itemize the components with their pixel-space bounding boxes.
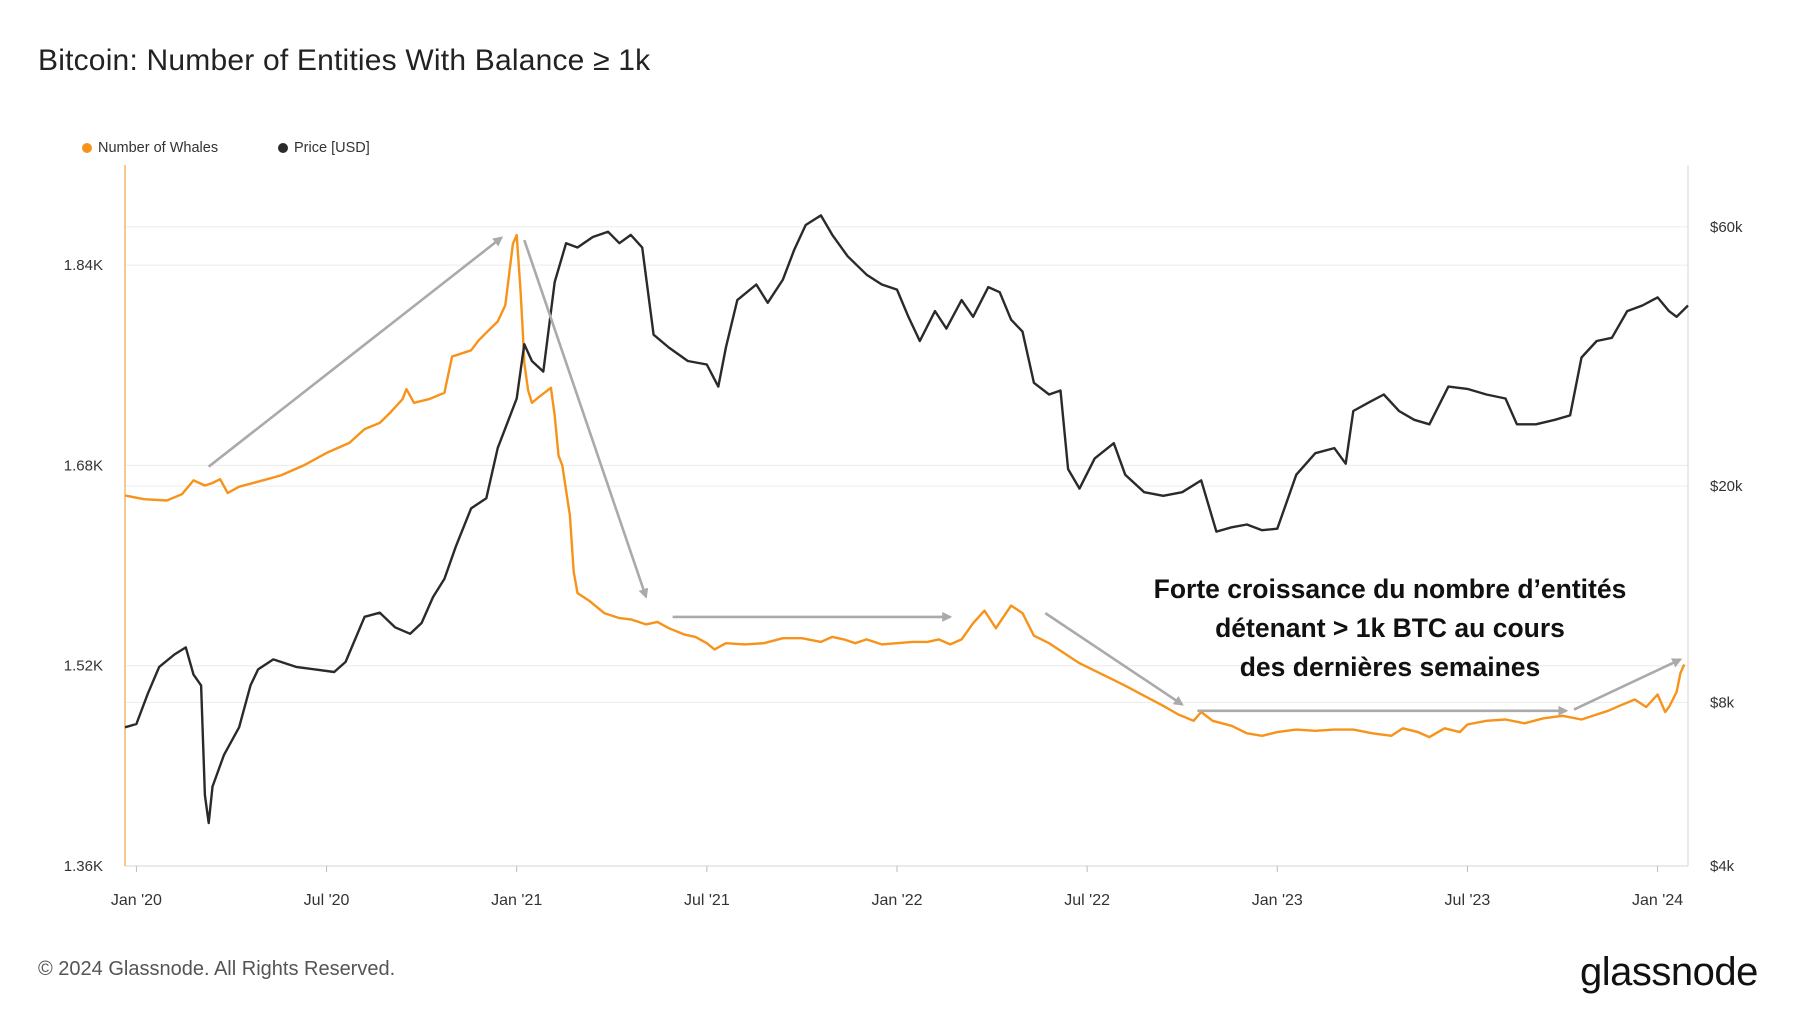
annotation-line-1: Forte croissance du nombre d’entités [1153,574,1627,604]
y-left-tick-label: 1.52K [64,658,103,675]
whales-series-line[interactable] [124,233,1686,739]
y-left-tick-label: 1.84K [64,257,103,274]
chart-title: Bitcoin: Number of Entities With Balance… [38,44,651,77]
legend-item-price[interactable]: Price [USD] [278,140,370,156]
annotation-text: Forte croissance du nombre d’entités dét… [1105,570,1675,687]
copyright-text: © 2024 Glassnode. All Rights Reserved. [38,958,396,980]
annotation-line-2: détenant > 1k BTC au cours [1215,613,1565,643]
x-tick-label: Jan '23 [1252,892,1303,909]
legend-whales-label: Number of Whales [98,140,219,156]
price-series-line[interactable] [124,214,1689,825]
y-right-tick-label: $60k [1710,219,1743,236]
trend-arrow-6 [1573,658,1683,711]
x-tick-label: Jan '21 [491,892,542,909]
legend-price-label: Price [USD] [294,140,370,156]
axes: 1.36K 1.52K 1.68K 1.84K $4k $8k $20k $60k Jan '2… [64,165,1743,909]
y-right-tick-label: $4k [1710,858,1735,875]
legend-whales-dot-icon [82,143,92,153]
trend-arrows [207,236,1683,716]
x-tick-label: Jan '20 [111,892,162,909]
grid-lines [125,226,1688,867]
x-tick-label: Jul '20 [304,892,350,909]
x-tick-label: Jul '23 [1445,892,1491,909]
x-tick-label: Jan '22 [871,892,922,909]
series-layer [124,214,1689,825]
legend-item-whales[interactable]: Number of Whales [82,140,218,156]
x-tick-label: Jul '21 [684,892,730,909]
annotation-line-3: des dernières semaines [1239,652,1541,682]
trend-arrow-1 [207,236,504,468]
y-left-tick-label: 1.36K [64,858,103,875]
y-right-tick-label: $20k [1710,478,1743,495]
glassnode-logo: glassnode [1580,950,1758,994]
y-left-tick-label: 1.68K [64,457,103,474]
x-tick-label: Jul '22 [1064,892,1110,909]
trend-arrow-2 [523,239,649,599]
legend-price-dot-icon [278,143,288,153]
trend-arrow-4 [1044,612,1184,706]
x-tick-label: Jan '24 [1632,892,1683,909]
y-right-tick-label: $8k [1710,694,1735,711]
